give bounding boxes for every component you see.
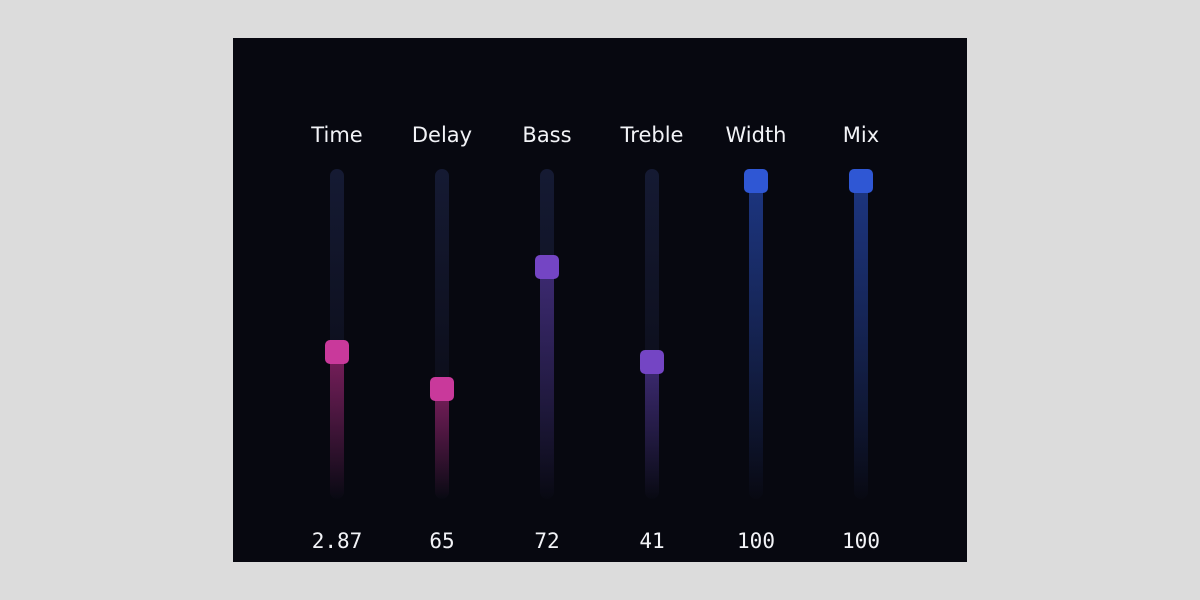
slider-value-bass: 72 (534, 529, 560, 553)
slider-value-treble: 41 (639, 529, 665, 553)
slider-label-mix: Mix (842, 123, 880, 147)
slider-panel: Time 2.87 Delay 65 Bass 72 Treble 41 Wid… (233, 38, 967, 562)
slider-fill-width (749, 181, 763, 499)
slider-thumb-mix[interactable] (849, 169, 873, 193)
slider-label-time: Time (311, 123, 363, 147)
slider-thumb-delay[interactable] (430, 377, 454, 402)
slider-label-width: Width (725, 123, 787, 147)
slider-fill-time (330, 352, 344, 499)
slider-value-width: 100 (737, 529, 775, 553)
slider-fill-treble (645, 361, 659, 499)
slider-value-time: 2.87 (311, 529, 363, 553)
slider-value-delay: 65 (429, 529, 455, 553)
slider-track-mix[interactable] (854, 169, 868, 499)
slider-fill-delay (435, 389, 449, 499)
slider-value-mix: 100 (842, 529, 880, 553)
slider-thumb-bass[interactable] (535, 254, 559, 279)
slider-fill-mix (854, 181, 868, 499)
slider-track-delay[interactable] (435, 169, 449, 499)
slider-track-treble[interactable] (645, 169, 659, 499)
slider-fill-bass (540, 266, 554, 499)
slider-label-delay: Delay (411, 123, 473, 147)
slider-track-width[interactable] (749, 169, 763, 499)
slider-track-time[interactable] (330, 169, 344, 499)
slider-label-bass: Bass (522, 123, 572, 147)
slider-thumb-time[interactable] (325, 340, 349, 365)
slider-thumb-treble[interactable] (640, 349, 664, 374)
slider-thumb-width[interactable] (744, 169, 768, 193)
slider-track-bass[interactable] (540, 169, 554, 499)
slider-label-treble: Treble (620, 123, 684, 147)
